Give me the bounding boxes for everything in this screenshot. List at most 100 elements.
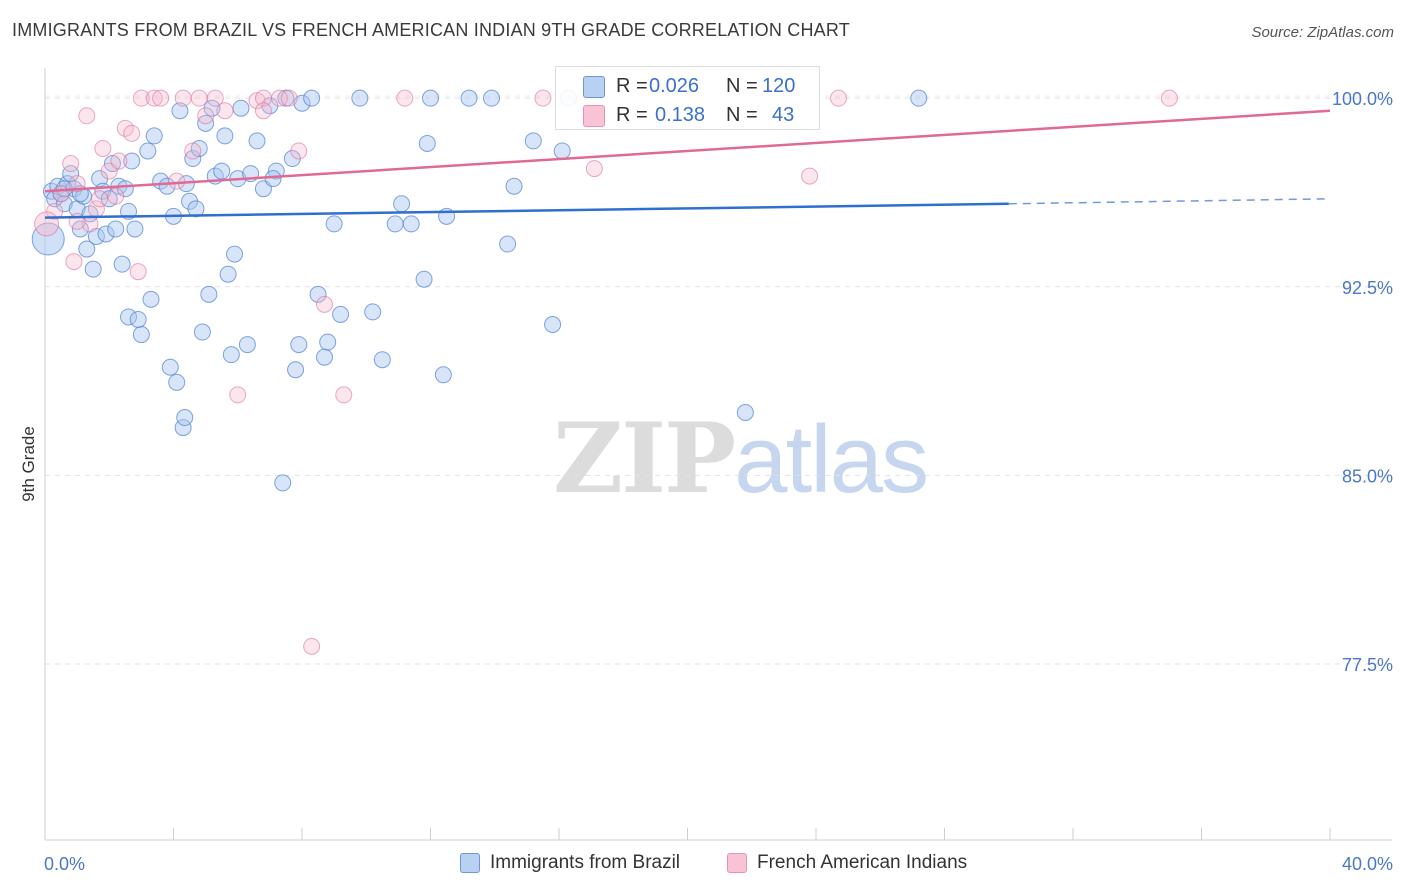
trend-lines (44, 109, 1331, 219)
brazil-point (524, 132, 542, 150)
watermark-zip: ZIP (553, 402, 736, 515)
correlation-legend: R = 0.026 N = 120 R = 0.138 N = 43 (555, 66, 820, 130)
french-point (174, 89, 192, 107)
legend-r-label: R = (616, 104, 648, 126)
french-point (290, 142, 308, 160)
french-trend-line (44, 109, 1331, 193)
french-point (271, 89, 289, 107)
brazil-point (123, 152, 141, 170)
brazil-point (161, 358, 179, 376)
y-tick-label: 92.5% (1342, 278, 1393, 298)
watermark-atlas: atlas (734, 406, 929, 513)
legend-n-label: N = (726, 75, 758, 97)
brazil-point (84, 260, 102, 278)
legend-swatch-pink (583, 105, 605, 127)
brazil-point (373, 351, 391, 369)
french-point (229, 386, 247, 404)
brazil-point (139, 142, 157, 160)
french-point (168, 172, 186, 190)
legend-swatch-pink (727, 853, 747, 873)
french-point (91, 190, 109, 208)
legend-swatch-blue (460, 853, 480, 873)
french-point (280, 89, 298, 107)
french-point (585, 160, 603, 178)
brazil-point (393, 195, 411, 213)
y-tick-label: 100.0% (1332, 89, 1393, 109)
series-legend: Immigrants from Brazil French American I… (0, 852, 1406, 878)
brazil-point (332, 305, 350, 323)
brazil-point (222, 346, 240, 364)
french-point (303, 637, 321, 655)
legend-n-value: 120 (762, 75, 796, 97)
french-point (34, 211, 60, 237)
brazil-point (505, 177, 523, 195)
french-point (335, 386, 353, 404)
legend-r-label: R = (616, 75, 648, 97)
french-point (62, 155, 80, 173)
brazil-point (216, 127, 234, 145)
brazil-point (319, 333, 337, 351)
french-point (52, 185, 70, 203)
brazil-point (168, 373, 186, 391)
brazil-point (132, 326, 150, 344)
brazil-point (293, 94, 311, 112)
brazil-point (364, 303, 382, 321)
brazil-point (107, 220, 125, 238)
french-point (216, 102, 234, 120)
french-point (132, 89, 150, 107)
brazil-point (120, 308, 138, 326)
gridlines (45, 95, 1392, 665)
legend-item-brazil[interactable]: Immigrants from Brazil (460, 852, 680, 874)
legend-r-value: 0.138 (655, 104, 706, 126)
axes (44, 68, 1392, 841)
brazil-point (129, 310, 147, 328)
brazil-point (287, 361, 305, 379)
brazil-point (499, 235, 517, 253)
brazil-point (325, 215, 343, 233)
brazil-point (187, 200, 205, 218)
brazil-trend-extension (1008, 198, 1331, 205)
french-point (801, 167, 819, 185)
french-point (94, 139, 112, 157)
y-tick-label: 85.0% (1342, 466, 1393, 486)
brazil-point (544, 315, 562, 333)
french-point (129, 263, 147, 281)
brazil-point (213, 162, 231, 180)
french-point (315, 295, 333, 313)
series-french-american-indian-points (34, 89, 1178, 655)
french-point (1160, 89, 1178, 107)
french-point (110, 152, 128, 170)
french-point (123, 124, 141, 142)
brazil-point (351, 89, 369, 107)
french-point (68, 175, 86, 193)
source-label: Source: ZipAtlas.com (1251, 24, 1394, 41)
brazil-point (232, 99, 250, 117)
brazil-point (113, 255, 131, 273)
legend-label-french: French American Indians (757, 852, 968, 873)
brazil-point (145, 127, 163, 145)
brazil-point (553, 142, 571, 160)
legend-row-french: R = 0.138 N = 43 (556, 100, 821, 130)
french-point (65, 253, 83, 271)
french-point (197, 107, 215, 125)
legend-item-french[interactable]: French American Indians (727, 852, 967, 874)
brazil-point (422, 89, 439, 107)
french-point (829, 89, 847, 107)
french-point (190, 89, 208, 107)
french-point (145, 89, 163, 107)
brazil-point (200, 285, 218, 303)
brazil-point (303, 89, 321, 107)
french-point (534, 89, 552, 107)
legend-label-brazil: Immigrants from Brazil (490, 852, 681, 873)
x-tick-label: 0.0% (44, 854, 85, 874)
brazil-point (97, 225, 115, 243)
brazil-point (176, 409, 194, 427)
brazil-point (402, 215, 420, 233)
zipatlas-watermark: ZIPatlas (553, 402, 929, 515)
brazil-point (460, 89, 478, 107)
brazil-point (126, 220, 144, 238)
brazil-point (434, 366, 452, 384)
french-point (254, 102, 272, 120)
brazil-point (315, 348, 333, 366)
